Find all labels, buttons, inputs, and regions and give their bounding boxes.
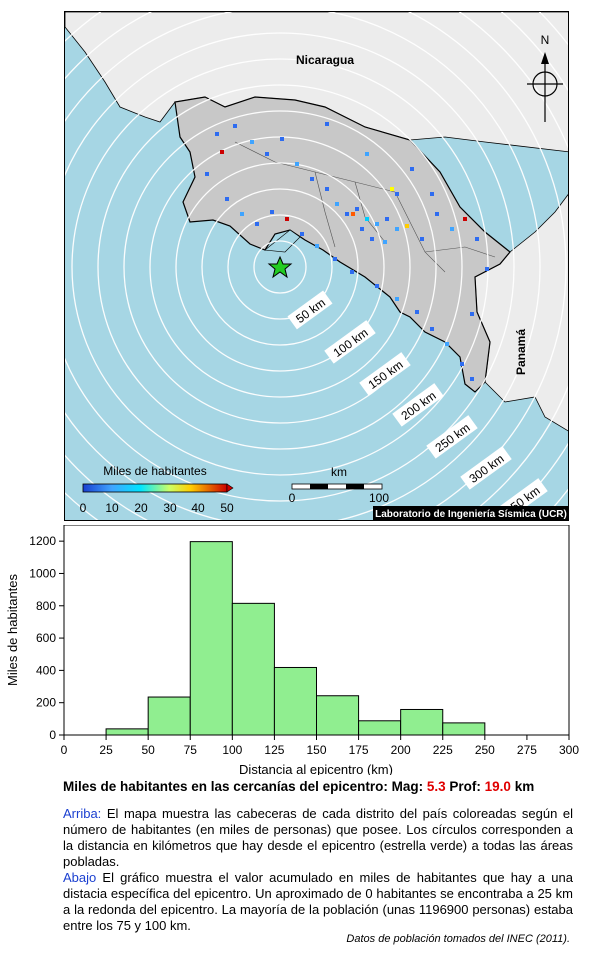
- histogram-bars: [105, 541, 486, 736]
- country-label-panama: Panamá: [514, 329, 528, 375]
- histogram-bar-150-175: [316, 695, 360, 736]
- colorbar-tick-20: 20: [134, 501, 148, 515]
- histogram-bar-50-75: [147, 696, 191, 736]
- histogram-bar-175-200: [358, 720, 402, 736]
- x-axis-label: Distancia al epicentro (km): [239, 762, 393, 775]
- caption-below: Abajo El gráfico muestra el valor acumul…: [63, 870, 573, 934]
- y-tick-label-0: 0: [49, 728, 56, 742]
- caption-below-text: El gráfico muestra el valor acumulado en…: [63, 870, 573, 933]
- caption-title: Miles de habitantes en las cercanías del…: [63, 779, 427, 794]
- x-tick-label-250: 250: [475, 743, 495, 757]
- depth-value: 19.0: [484, 779, 511, 794]
- map-credit: Laboratorio de Ingeniería Sísmica (UCR): [375, 509, 567, 520]
- x-tick-label-25: 25: [99, 743, 113, 757]
- y-tick-label-800: 800: [36, 599, 56, 613]
- x-tick-label-0: 0: [61, 743, 68, 757]
- x-axis-ticks: 0 25 50 75 100 125 150 175 200 225 250 275 300: [61, 735, 579, 757]
- histogram-bar-200-225: [400, 708, 444, 736]
- colorbar-tick-50: 50: [220, 501, 234, 515]
- population-histogram: 0 25 50 75 100 125 150 175 200 225 250 275 300 0 200 4…: [5, 525, 579, 775]
- y-tick-label-400: 400: [36, 663, 56, 677]
- caption-above-text: El mapa muestra las cabeceras de cada di…: [63, 806, 573, 869]
- y-tick-label-200: 200: [36, 696, 56, 710]
- x-tick-label-225: 225: [433, 743, 453, 757]
- caption-headline: Miles de habitantes en las cercanías del…: [63, 779, 573, 795]
- epicenter-star: [267, 255, 293, 279]
- scale-bar: km 0 100: [289, 465, 390, 505]
- caption-above: Arriba: El mapa muestra las cabeceras de…: [63, 806, 573, 870]
- country-label-nicaragua: Nicaragua: [296, 53, 354, 67]
- colorbar-tick-0: 0: [80, 501, 87, 515]
- x-tick-label-175: 175: [349, 743, 369, 757]
- x-tick-label-75: 75: [184, 743, 198, 757]
- y-tick-label-600: 600: [36, 631, 56, 645]
- caption-above-lead: Arriba:: [63, 806, 102, 821]
- depth-unit: km: [510, 779, 535, 794]
- histogram-bar-75-100: [189, 541, 233, 736]
- scale-tick-0: 0: [289, 491, 296, 505]
- magnitude-value: 5.3: [426, 779, 446, 794]
- x-tick-label-275: 275: [517, 743, 537, 757]
- caption-below-lead: Abajo: [63, 870, 97, 885]
- x-tick-label-300: 300: [559, 743, 579, 757]
- x-tick-label-100: 100: [222, 743, 242, 757]
- credit-box: [373, 506, 568, 520]
- histogram-bar-225-250: [442, 722, 486, 736]
- y-axis-ticks: 0 200 400 600 800 1000 1200: [29, 534, 64, 742]
- y-axis-label: Miles de habitantes: [5, 573, 20, 686]
- histogram-bar-100-125: [231, 602, 275, 736]
- histogram-bar-125-150: [273, 666, 317, 736]
- x-tick-label-200: 200: [391, 743, 411, 757]
- scale-title: km: [331, 465, 347, 479]
- colorbar-tick-30: 30: [163, 501, 177, 515]
- map-canvas: Nicaragua Panamá 50 km 100 km 150 km 200…: [65, 12, 568, 520]
- y-tick-label-1200: 1200: [29, 534, 56, 548]
- district-markers: [205, 122, 489, 381]
- north-label: N: [541, 33, 550, 47]
- y-tick-label-1000: 1000: [29, 566, 56, 580]
- colorbar-tick-10: 10: [105, 501, 119, 515]
- distance-rings: [65, 12, 568, 520]
- scale-tick-100: 100: [369, 491, 389, 505]
- panama-landmass: [474, 194, 568, 432]
- colorbar: Miles de habitantes 0 10 20 30 40 50: [80, 464, 234, 515]
- costa-rica-landmass: [174, 96, 511, 393]
- data-source-credit: Datos de población tomados del INEC (201…: [346, 933, 570, 945]
- colorbar-title: Miles de habitantes: [103, 464, 206, 478]
- x-tick-label-125: 125: [264, 743, 284, 757]
- depth-label: Prof:: [445, 779, 485, 794]
- colorbar-tick-40: 40: [191, 501, 205, 515]
- epicenter-map: Nicaragua Panamá 50 km 100 km 150 km 200…: [64, 11, 569, 521]
- x-tick-label-150: 150: [306, 743, 326, 757]
- x-tick-label-50: 50: [141, 743, 155, 757]
- histogram-bar-25-50: [105, 728, 149, 736]
- north-arrow: N: [527, 33, 563, 122]
